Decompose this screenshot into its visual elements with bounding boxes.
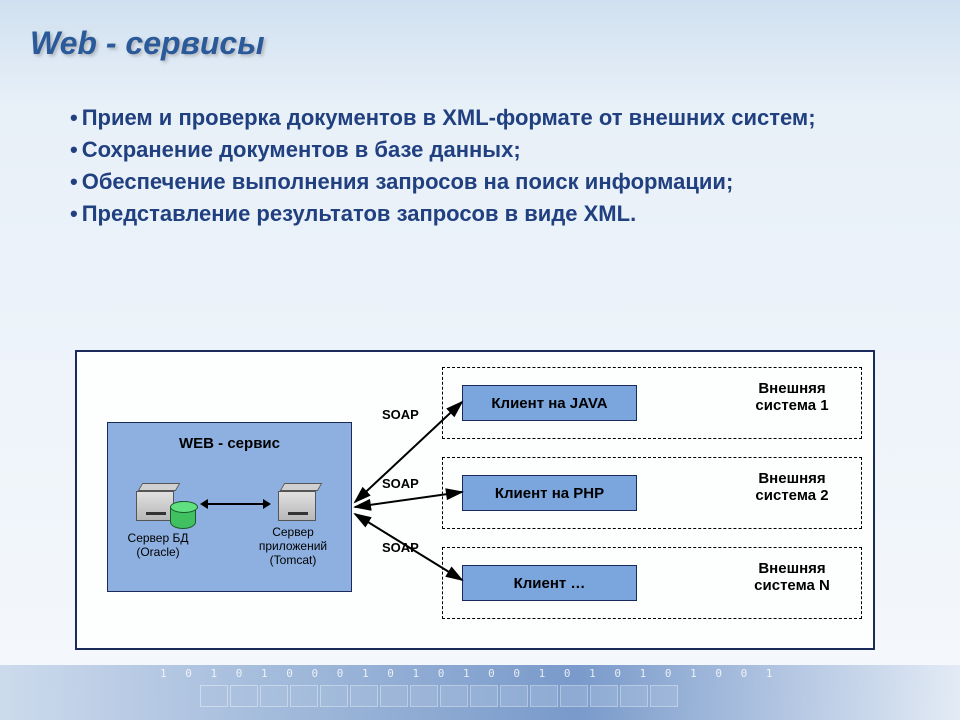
soap-label-2: SOAP [382, 476, 419, 491]
web-service-title: WEB - сервис [108, 423, 351, 452]
client-java-box: Клиент на JAVA [462, 385, 637, 421]
soap-label-1: SOAP [382, 407, 419, 422]
db-server-label: Сервер БД (Oracle) [113, 531, 203, 559]
app-server-icon [278, 483, 316, 525]
app-server-label: Сервер приложений (Tomcat) [248, 525, 338, 567]
ext-system-n-label: Внешняя система N [737, 560, 847, 594]
bullet-item: Прием и проверка документов в XML-формат… [70, 102, 900, 134]
ext-system-1-label: Внешняя система 1 [737, 380, 847, 414]
client-n-box: Клиент … [462, 565, 637, 601]
bullet-item: Обеспечение выполнения запросов на поиск… [70, 166, 900, 198]
bullet-list: Прием и проверка документов в XML-формат… [0, 62, 960, 250]
bullet-item: Сохранение документов в базе данных; [70, 134, 900, 166]
db-app-bidir-arrow [208, 503, 263, 505]
soap-label-3: SOAP [382, 540, 419, 555]
footer-decoration: 1 0 1 0 1 0 0 0 1 0 1 0 1 0 0 1 0 1 0 1 … [0, 665, 960, 720]
slide-title: Web - сервисы [0, 0, 960, 62]
architecture-diagram: WEB - сервис Сервер БД (Oracle) Сервер п… [75, 350, 875, 650]
ext-system-2-label: Внешняя система 2 [737, 470, 847, 504]
bullet-item: Представление результатов запросов в вид… [70, 198, 900, 230]
database-icon [170, 501, 196, 529]
web-service-container: WEB - сервис Сервер БД (Oracle) Сервер п… [107, 422, 352, 592]
db-server-icon [136, 483, 174, 525]
client-php-box: Клиент на PHP [462, 475, 637, 511]
